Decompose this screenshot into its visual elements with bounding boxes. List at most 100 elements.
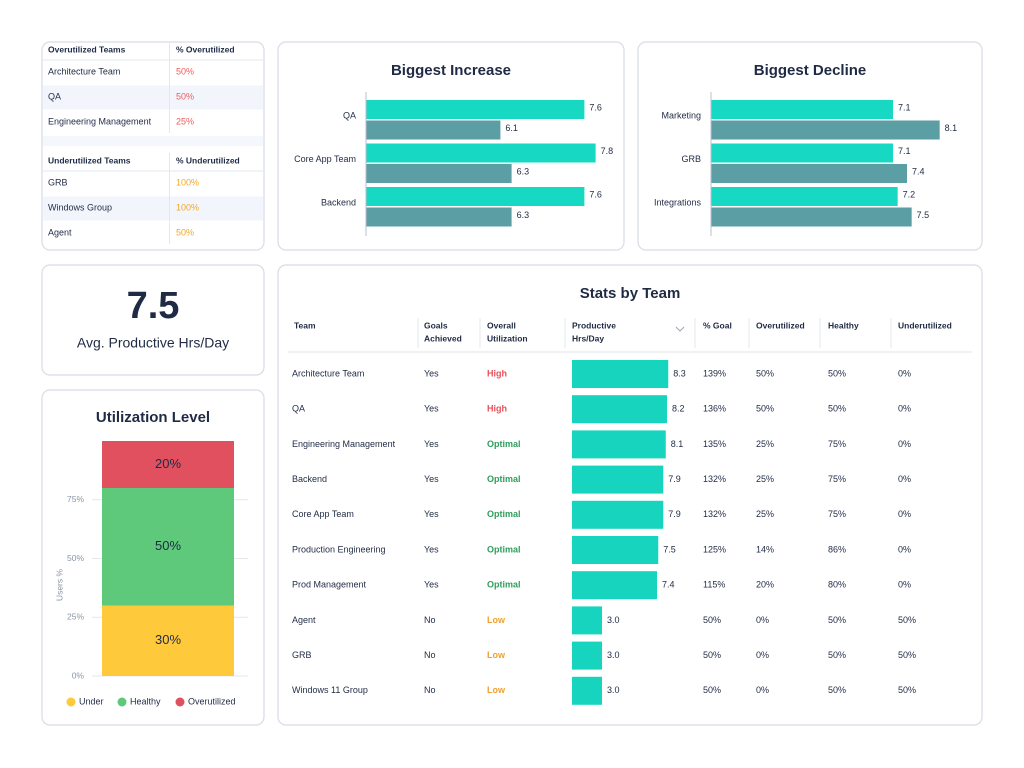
cell: 125% bbox=[703, 544, 726, 554]
hours-bar bbox=[572, 500, 664, 529]
column-header: Achieved bbox=[424, 333, 462, 343]
bar bbox=[711, 164, 907, 183]
category-label: GRB bbox=[681, 154, 701, 164]
cell: Optimal bbox=[487, 474, 521, 484]
percent: 50% bbox=[176, 91, 194, 101]
hours-bar bbox=[572, 360, 669, 388]
column-header: Healthy bbox=[828, 320, 859, 330]
cell: 0% bbox=[898, 474, 911, 484]
table-divider bbox=[169, 42, 170, 133]
cell: 0% bbox=[756, 650, 769, 660]
cell: 50% bbox=[828, 650, 846, 660]
hours-label: 8.3 bbox=[673, 368, 686, 378]
table-header: Overutilized Teams bbox=[48, 44, 126, 54]
percent: 50% bbox=[176, 66, 194, 76]
hours-label: 7.4 bbox=[662, 580, 675, 590]
hours-bar bbox=[572, 676, 602, 705]
column-header: Hrs/Day bbox=[572, 333, 604, 343]
cell: 80% bbox=[828, 580, 846, 590]
column-header: % Goal bbox=[703, 320, 732, 330]
team-name: Architecture Team bbox=[48, 66, 120, 76]
cell: 0% bbox=[898, 544, 911, 554]
cell: Optimal bbox=[487, 580, 521, 590]
cell: Yes bbox=[424, 368, 439, 378]
cell: 0% bbox=[898, 368, 911, 378]
category-label: QA bbox=[343, 110, 356, 120]
cell: 0% bbox=[756, 615, 769, 625]
legend-swatch bbox=[117, 697, 127, 707]
panel bbox=[41, 264, 265, 376]
y-tick-label: 75% bbox=[67, 494, 84, 504]
cell: Optimal bbox=[487, 544, 521, 554]
percent: 25% bbox=[176, 116, 194, 126]
cell: 0% bbox=[898, 439, 911, 449]
cell: 50% bbox=[828, 615, 846, 625]
legend-label: Healthy bbox=[130, 696, 161, 706]
value-label: 7.8 bbox=[601, 146, 614, 156]
cell: 75% bbox=[828, 474, 846, 484]
cell: No bbox=[424, 650, 436, 660]
hours-bar bbox=[572, 465, 664, 494]
y-tick-label: 50% bbox=[67, 553, 84, 563]
row-shade bbox=[43, 196, 263, 221]
kpi-value: 7.5 bbox=[127, 285, 180, 327]
cell: 75% bbox=[828, 439, 846, 449]
cell: 0% bbox=[756, 685, 769, 695]
y-axis-label: Users % bbox=[54, 569, 64, 602]
sort-icon[interactable] bbox=[675, 326, 685, 332]
cell: 50% bbox=[756, 404, 774, 414]
bar bbox=[366, 143, 596, 163]
hours-label: 7.9 bbox=[668, 509, 681, 519]
row-shade bbox=[43, 85, 263, 110]
category-label: Marketing bbox=[661, 110, 701, 120]
team-name: GRB bbox=[48, 177, 68, 187]
cell: Architecture Team bbox=[292, 368, 364, 378]
cell: 132% bbox=[703, 474, 726, 484]
hours-bar bbox=[572, 571, 657, 600]
team-name: Engineering Management bbox=[48, 116, 152, 126]
cell: 0% bbox=[898, 580, 911, 590]
hours-bar bbox=[572, 641, 602, 670]
bar-segment bbox=[102, 605, 234, 676]
table-header: Underutilized Teams bbox=[48, 155, 131, 165]
value-label: 8.1 bbox=[945, 123, 958, 133]
cell: 50% bbox=[898, 685, 916, 695]
table-title: Stats by Team bbox=[580, 285, 681, 302]
table-gap bbox=[43, 136, 263, 146]
hours-label: 3.0 bbox=[607, 650, 620, 660]
bar bbox=[711, 187, 898, 206]
cell: Low bbox=[487, 615, 506, 625]
cell: 25% bbox=[756, 439, 774, 449]
cell: 50% bbox=[703, 650, 721, 660]
cell: 25% bbox=[756, 474, 774, 484]
bar bbox=[711, 207, 912, 227]
cell: Agent bbox=[292, 615, 316, 625]
cell: 50% bbox=[703, 685, 721, 695]
legend-swatch bbox=[175, 697, 185, 707]
segment-label: 30% bbox=[155, 632, 181, 647]
value-label: 6.3 bbox=[517, 210, 530, 220]
team-name: QA bbox=[48, 91, 61, 101]
value-label: 7.6 bbox=[589, 102, 602, 112]
bar bbox=[711, 120, 940, 140]
hours-label: 8.1 bbox=[671, 439, 684, 449]
column-header: Underutilized bbox=[898, 320, 952, 330]
table-header: % Underutilized bbox=[176, 155, 240, 165]
cell: 0% bbox=[898, 509, 911, 519]
value-label: 6.3 bbox=[517, 166, 530, 176]
cell: Backend bbox=[292, 474, 327, 484]
cell: 50% bbox=[898, 615, 916, 625]
hours-bar bbox=[572, 536, 659, 564]
cell: 139% bbox=[703, 368, 726, 378]
cell: 0% bbox=[898, 404, 911, 414]
table-divider bbox=[169, 153, 170, 244]
cell: 50% bbox=[756, 368, 774, 378]
cell: 50% bbox=[703, 615, 721, 625]
chart-title: Utilization Level bbox=[96, 409, 210, 426]
percent: 100% bbox=[176, 202, 199, 212]
hours-label: 7.9 bbox=[668, 474, 681, 484]
legend-swatch bbox=[66, 697, 76, 707]
hours-bar bbox=[572, 606, 602, 635]
